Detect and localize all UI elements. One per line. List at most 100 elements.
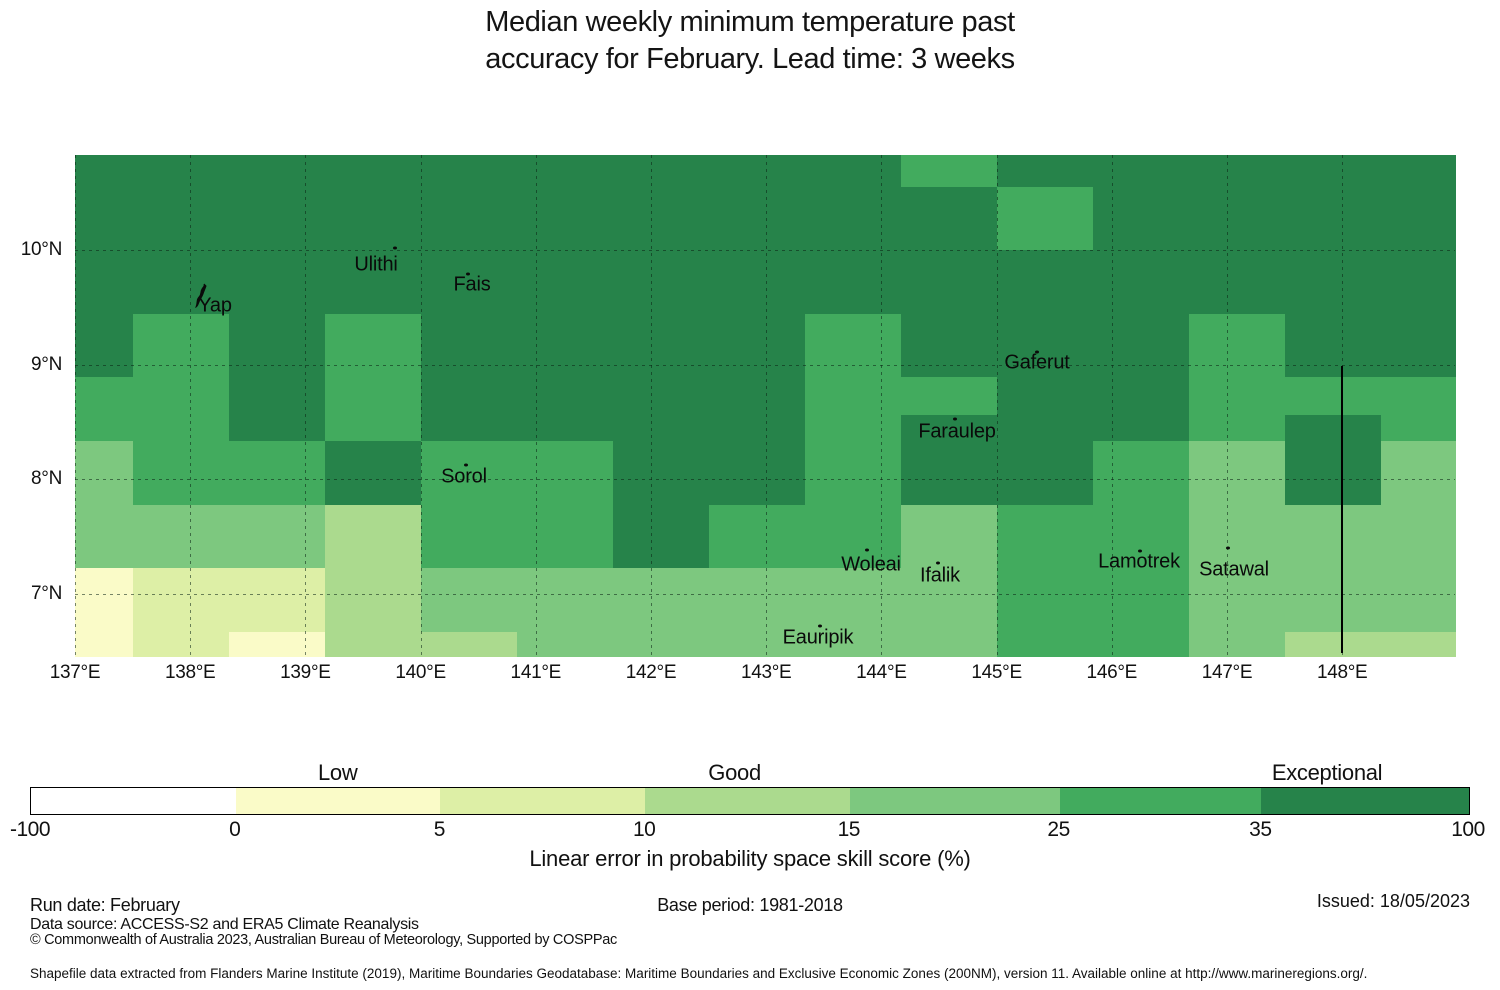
- map-cell: [1380, 313, 1456, 378]
- map-cell: [420, 414, 518, 442]
- map-cell: [612, 631, 710, 657]
- map-cell: [1284, 504, 1382, 569]
- map-cell: [996, 250, 1094, 315]
- longitude-gridline: [1227, 155, 1228, 656]
- colorbar-axis-label: Linear error in probability space skill …: [529, 846, 971, 871]
- map-cell: [1092, 504, 1190, 569]
- y-tick-label: 7°N: [31, 582, 62, 604]
- skill-score-map: Yap Ulithi Fais Gaferut Faraulep Sorol Woleai I…: [75, 155, 1456, 657]
- colorbar-tick-label: 10: [632, 818, 656, 841]
- map-cell: [1380, 414, 1456, 442]
- map-cell: [804, 377, 902, 416]
- map-cell: [1188, 377, 1286, 416]
- x-tick-label: 140°E: [395, 662, 446, 683]
- island-marker-dot: [393, 246, 397, 250]
- map-cell: [75, 631, 134, 657]
- map-cell: [900, 441, 998, 506]
- map-cell: [1284, 414, 1382, 442]
- map-cell: [420, 441, 518, 506]
- map-cell: [132, 313, 230, 378]
- chart-title-line1: Median weekly minimum temperature past: [485, 6, 1015, 38]
- map-cell: [324, 250, 422, 315]
- map-cell: [420, 631, 518, 657]
- map-cell: [516, 250, 614, 315]
- map-cell: [900, 155, 998, 188]
- colorbar-tick-label: 5: [433, 818, 446, 841]
- map-cell: [1188, 186, 1286, 251]
- latitude-gridline: [75, 593, 1455, 595]
- latitude-gridline: [75, 250, 1455, 252]
- map-cell: [516, 377, 614, 416]
- island-label-satawal: Satawal: [1199, 558, 1269, 581]
- map-cell: [1284, 186, 1382, 251]
- map-cell: [996, 155, 1094, 188]
- island-marker-dot: [936, 561, 940, 565]
- longitude-gridline: [651, 155, 652, 656]
- map-cell: [132, 377, 230, 416]
- map-cell: [612, 414, 710, 442]
- map-cell: [75, 250, 134, 315]
- longitude-gridline: [996, 155, 998, 656]
- colorbar-tick-label: 0: [229, 818, 241, 841]
- map-cell: [708, 186, 806, 251]
- map-cell: [1188, 155, 1286, 188]
- map-cell: [1380, 155, 1456, 188]
- map-cell: [804, 155, 902, 188]
- map-cell: [1092, 186, 1190, 251]
- x-tick-label: 141°E: [510, 662, 562, 683]
- x-tick-label: 138°E: [164, 662, 216, 683]
- map-cell: [75, 568, 134, 633]
- map-cell: [420, 155, 518, 188]
- map-cell: [996, 313, 1094, 378]
- map-cell: [132, 568, 230, 633]
- map-cell: [75, 313, 134, 378]
- colorbar-segment: [31, 788, 236, 814]
- x-tick-label: 142°E: [625, 662, 677, 683]
- map-cell: [324, 186, 422, 251]
- map-cell: [708, 441, 806, 506]
- map-cell: [1380, 504, 1456, 569]
- map-cell: [228, 414, 326, 442]
- map-cell: [1380, 568, 1456, 633]
- map-cell: [516, 155, 614, 188]
- map-cell: [420, 504, 518, 569]
- map-cell: [1380, 377, 1456, 416]
- map-cell: [516, 414, 614, 442]
- latitude-gridline: [75, 364, 1455, 366]
- map-cell: [132, 186, 230, 251]
- map-cell: [324, 377, 422, 416]
- map-cell: [420, 186, 518, 251]
- island-label-sorol: Sorol: [441, 465, 487, 488]
- map-cell: [132, 155, 230, 188]
- map-cell: [1188, 250, 1286, 315]
- colorbar-segment: [1261, 788, 1469, 814]
- island-label-ulithi: Ulithi: [354, 253, 398, 276]
- map-cell: [900, 313, 998, 378]
- map-cell: [1092, 631, 1190, 657]
- map-cell: [75, 377, 134, 416]
- map-cell: [324, 155, 422, 188]
- base-period-text: Base period: 1981-2018: [657, 895, 843, 915]
- map-cell: [1284, 250, 1382, 315]
- map-cell: [804, 441, 902, 506]
- y-tick-label: 10°N: [20, 239, 63, 261]
- island-label-fais: Fais: [453, 273, 491, 296]
- issued-date-text: Issued: 18/05/2023: [1316, 891, 1470, 911]
- x-tick-label: 144°E: [856, 662, 907, 683]
- map-cell: [612, 250, 710, 315]
- map-cell: [132, 441, 230, 506]
- map-cell: [1284, 377, 1382, 416]
- map-cell: [228, 631, 326, 657]
- colorbar-tick-label: 15: [837, 818, 861, 841]
- longitude-gridline: [75, 155, 76, 656]
- x-tick-label: 147°E: [1201, 662, 1253, 683]
- map-cell: [1380, 250, 1456, 315]
- map-cell: [1092, 155, 1190, 188]
- map-cell: [132, 631, 230, 657]
- map-cell: [708, 414, 806, 442]
- map-cell: [516, 631, 614, 657]
- island-marker-dot: [466, 272, 470, 276]
- map-cell: [900, 186, 998, 251]
- map-cell: [75, 155, 134, 188]
